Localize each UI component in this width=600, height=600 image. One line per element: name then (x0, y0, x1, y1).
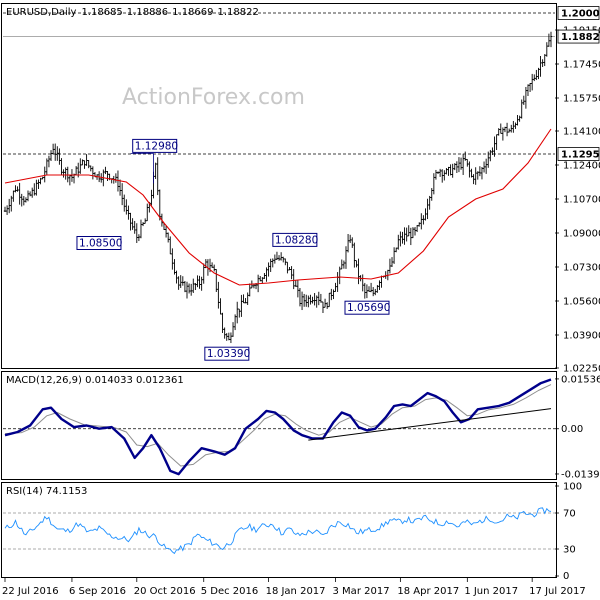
macd-axis-label: 0.00 (561, 424, 583, 435)
price-tag-label: 1.18822 (561, 32, 600, 43)
price-axis-label: 1.09000 (563, 229, 600, 240)
moving-average-line (4, 128, 552, 286)
ohlc-open: 1.18685 (81, 7, 122, 18)
rsi-lines (4, 507, 552, 555)
rsi-axis: 100 70 30 0 (555, 482, 582, 582)
price-axis-label: 1.17450 (563, 60, 600, 71)
date-axis-label: 22 Jul 2016 (2, 586, 59, 597)
date-axis-label: 3 Mar 2017 (333, 586, 390, 597)
annotation-label: 1.08500 (79, 238, 122, 250)
ohlc-low: 1.18669 (172, 7, 213, 18)
rsi-pane-title: RSI(14) 74.1153 (6, 486, 87, 497)
date-axis-label: 6 Sep 2016 (69, 586, 126, 597)
price-axis-label: 1.15750 (563, 94, 600, 105)
price-axis-label: 1.12400 (563, 161, 600, 172)
price-axis: 1.191501.174501.157501.141001.124001.107… (555, 6, 600, 375)
price-bars (3, 31, 553, 344)
annotation-box (344, 300, 390, 315)
price-pane-frame (1, 3, 557, 369)
price-axis-label: 1.03900 (563, 331, 600, 342)
price-annotations: 1.12980 1.08500 1.03390 1.08280 1.05690 (76, 138, 390, 361)
ohlc-close: 1.18822 (218, 7, 259, 18)
rsi-reference-lines (3, 512, 555, 550)
macd-trend-line (308, 408, 552, 441)
price-tag-box (557, 147, 600, 161)
watermark-text: ActionForex.com (122, 85, 305, 110)
date-axis: 22 Jul 2016 6 Sep 2016 20 Oct 2016 5 Dec 20… (2, 578, 586, 597)
date-axis-label: 1 Jun 2017 (464, 586, 518, 597)
macd-axis-label: 0.015366 (561, 374, 600, 385)
date-axis-label: 17 Jul 2017 (529, 586, 586, 597)
annotation-label: 1.12980 (135, 140, 178, 152)
date-axis-label: 5 Dec 2016 (201, 586, 259, 597)
ohlc-high: 1.18886 (127, 7, 168, 18)
date-axis-label: 18 Jan 2017 (266, 586, 326, 597)
price-axis-label: 1.14100 (563, 127, 600, 138)
annotation-label: 1.08280 (275, 234, 318, 246)
price-axis-label: 1.10700 (563, 195, 600, 206)
price-pane-title: EURUSD,Daily 1.18685 1.18886 1.18669 1.18822 (6, 7, 259, 18)
macd-pane-title: MACD(12,26,9) 0.014033 0.012361 (6, 375, 184, 386)
price-tag-box (557, 29, 600, 44)
price-axis-label: 1.07300 (563, 263, 600, 274)
annotation-label: 1.05690 (347, 302, 390, 314)
date-axis-label: 18 Apr 2017 (397, 586, 459, 597)
price-tag-label: 1.20000 (561, 9, 600, 20)
macd-axis: 0.015366 0.00 -0.01395 (555, 374, 600, 480)
price-axis-label: 1.02250 (563, 364, 600, 375)
annotation-box (272, 232, 318, 247)
annotation-box (76, 236, 122, 250)
annotation-box (204, 346, 250, 361)
rsi-axis-label: 30 (563, 545, 576, 556)
moving-average-layer (4, 128, 552, 286)
annotation-label: 1.03390 (207, 348, 250, 360)
macd-lines (4, 378, 552, 476)
price-tag-box (557, 6, 600, 20)
price-axis-label: 1.05600 (563, 297, 600, 308)
rsi-line (4, 507, 552, 555)
ohlc-bar (549, 31, 553, 48)
symbol-title: EURUSD,Daily (6, 7, 77, 18)
annotation-box (132, 138, 178, 153)
date-axis-label: 20 Oct 2016 (134, 586, 196, 597)
rsi-axis-label: 100 (563, 482, 582, 493)
macd-axis-label: -0.01395 (561, 469, 600, 480)
rsi-axis-label: 70 (563, 509, 576, 520)
rsi-axis-label: 0 (563, 571, 569, 582)
